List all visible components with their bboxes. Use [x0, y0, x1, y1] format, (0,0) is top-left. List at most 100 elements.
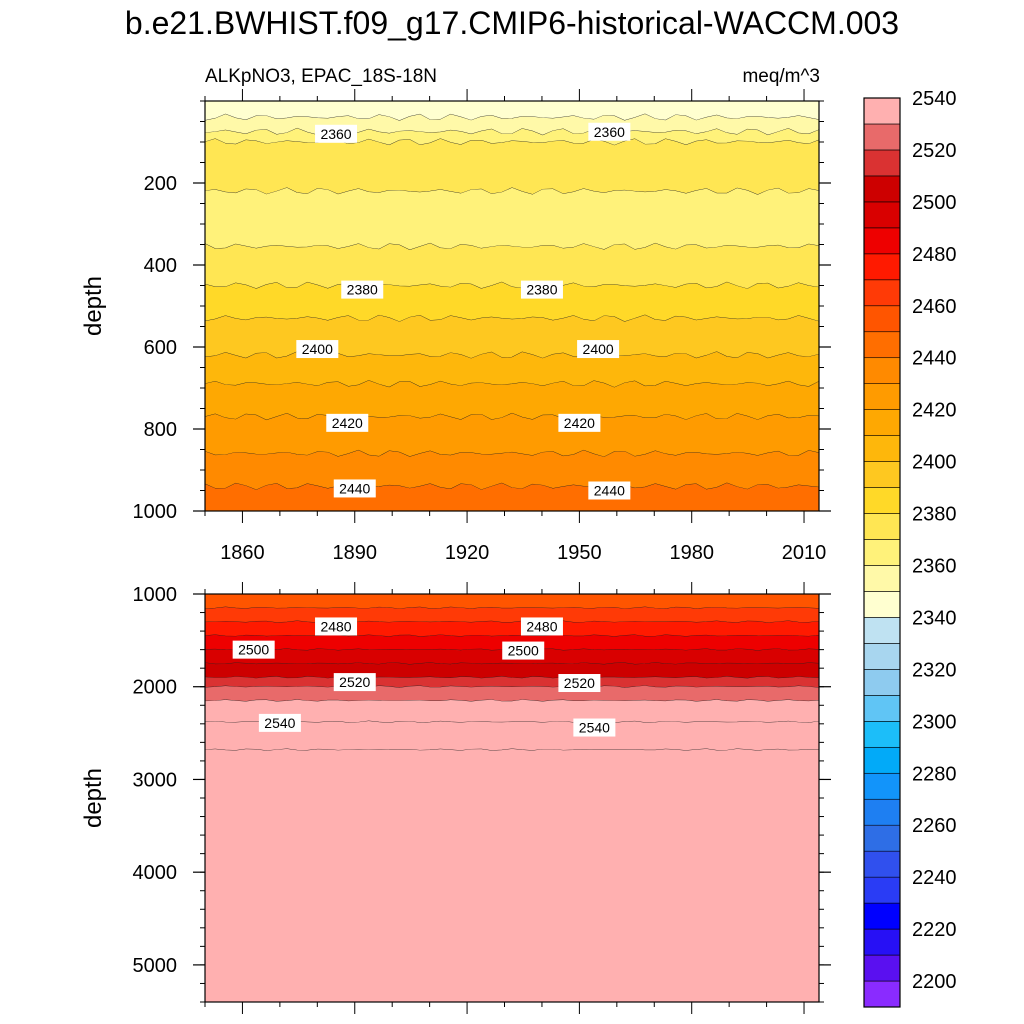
svg-text:2520: 2520 [564, 675, 595, 691]
colorbar-swatch [863, 227, 901, 255]
svg-text:2540: 2540 [579, 720, 610, 736]
colorbar-label: 2460 [912, 296, 957, 318]
contour-label: 2500 [232, 640, 275, 659]
colorbar-swatch [863, 824, 901, 852]
colorbar-label: 2440 [912, 348, 957, 370]
colorbar-swatch [863, 902, 901, 930]
contour-band [205, 685, 819, 702]
colorbar-label: 2300 [912, 711, 957, 733]
colorbar-swatch [863, 279, 901, 307]
x-tick-label: 2010 [782, 542, 827, 564]
x-tick-label: 1950 [557, 542, 602, 564]
svg-text:2360: 2360 [320, 126, 351, 142]
svg-text:2420: 2420 [332, 415, 363, 431]
contour-label: 2520 [558, 674, 601, 693]
colorbar-swatch [863, 331, 901, 359]
y-tick-label: 2000 [133, 677, 178, 699]
colorbar: 2200 2220 2240 2260 2280 2300 2320 2340 2360 2380… [863, 88, 957, 1008]
colorbar-swatch [863, 669, 901, 696]
colorbar-swatch [863, 695, 901, 722]
colorbar-swatch [863, 149, 901, 177]
svg-text:2440: 2440 [339, 480, 370, 496]
y-axis-label: depth [80, 768, 107, 828]
colorbar-swatch [863, 409, 901, 436]
contour-label: 2480 [520, 617, 563, 636]
colorbar-label: 2360 [912, 555, 957, 577]
colorbar-swatch [863, 746, 901, 774]
colorbar-label: 2340 [912, 607, 957, 629]
contour-band [205, 114, 819, 136]
contour-label: 2500 [502, 641, 545, 660]
lower-depth-panel: 1000 2000 3000 4000 5000 depth 2480 2480 2500 250… [80, 582, 831, 1014]
contour-band [205, 138, 819, 195]
svg-text:2480: 2480 [320, 618, 351, 634]
y-tick-label: 400 [144, 255, 177, 277]
contour-band [205, 676, 819, 688]
contour-label: 2420 [558, 413, 601, 432]
y-tick-label: 3000 [133, 769, 178, 791]
y-tick-label: 600 [144, 337, 177, 359]
y-tick-label: 1000 [133, 584, 178, 606]
colorbar-swatch [863, 383, 901, 410]
colorbar-swatch [863, 487, 901, 514]
y-tick-label: 1000 [133, 501, 178, 523]
colorbar-frame [863, 97, 901, 1008]
colorbar-label: 2260 [912, 815, 957, 837]
contour-band [205, 351, 819, 388]
colorbar-label: 2500 [912, 192, 957, 214]
svg-text:2480: 2480 [526, 618, 557, 634]
colorbar-swatch [863, 201, 901, 229]
colorbar-label: 2280 [912, 763, 957, 785]
colorbar-label: 2200 [912, 971, 957, 993]
contour-band [205, 187, 819, 250]
svg-text:2380: 2380 [347, 282, 378, 298]
svg-text:2500: 2500 [238, 642, 269, 658]
svg-text:2540: 2540 [264, 715, 295, 731]
colorbar-label: 2480 [912, 244, 957, 266]
contour-label: 2380 [341, 280, 384, 299]
svg-text:2420: 2420 [564, 415, 595, 431]
contour-label: 2440 [588, 481, 631, 500]
x-tick-label: 1920 [445, 542, 490, 564]
svg-text:2500: 2500 [508, 643, 539, 659]
contour-band [205, 413, 819, 457]
colorbar-label: 2540 [912, 88, 957, 110]
y-tick-label: 4000 [133, 862, 178, 884]
svg-text:2520: 2520 [339, 674, 370, 690]
colorbar-label: 2320 [912, 659, 957, 681]
colorbar-swatch [863, 721, 901, 748]
colorbar-swatch [863, 772, 901, 800]
y-tick-label: 200 [144, 173, 177, 195]
colorbar-swatch [863, 97, 901, 125]
upper-depth-panel: 200 400 600 800 1000 1860 1890 1920 1950 1980 2010… [80, 89, 831, 564]
contour-band [205, 662, 819, 679]
svg-text:2400: 2400 [302, 341, 333, 357]
x-tick-label: 1890 [333, 542, 378, 564]
contour-label: 2540 [573, 718, 616, 737]
colorbar-label: 2220 [912, 919, 957, 941]
colorbar-swatch [863, 123, 901, 151]
colorbar-swatch [863, 643, 901, 670]
colorbar-swatch [863, 435, 901, 462]
contour-band [205, 243, 819, 289]
colorbar-swatch [863, 876, 901, 904]
colorbar-label: 2420 [912, 400, 957, 422]
svg-text:2400: 2400 [583, 341, 614, 357]
contour-band [205, 699, 819, 723]
contour-label: 2440 [333, 479, 376, 498]
contour-label: 2540 [258, 713, 301, 732]
colorbar-swatch [863, 850, 901, 878]
contour-band [205, 620, 819, 637]
colorbar-swatch [863, 513, 901, 540]
colorbar-swatch [863, 175, 901, 203]
contour-label: 2360 [588, 122, 631, 141]
y-tick-label: 5000 [133, 955, 178, 977]
svg-text:2440: 2440 [594, 483, 625, 499]
colorbar-label: 2520 [912, 140, 957, 162]
colorbar-label: 2240 [912, 867, 957, 889]
contour-label: 2520 [333, 673, 376, 692]
contour-band [205, 282, 819, 322]
colorbar-swatch [863, 980, 901, 1008]
colorbar-swatch [863, 617, 901, 644]
